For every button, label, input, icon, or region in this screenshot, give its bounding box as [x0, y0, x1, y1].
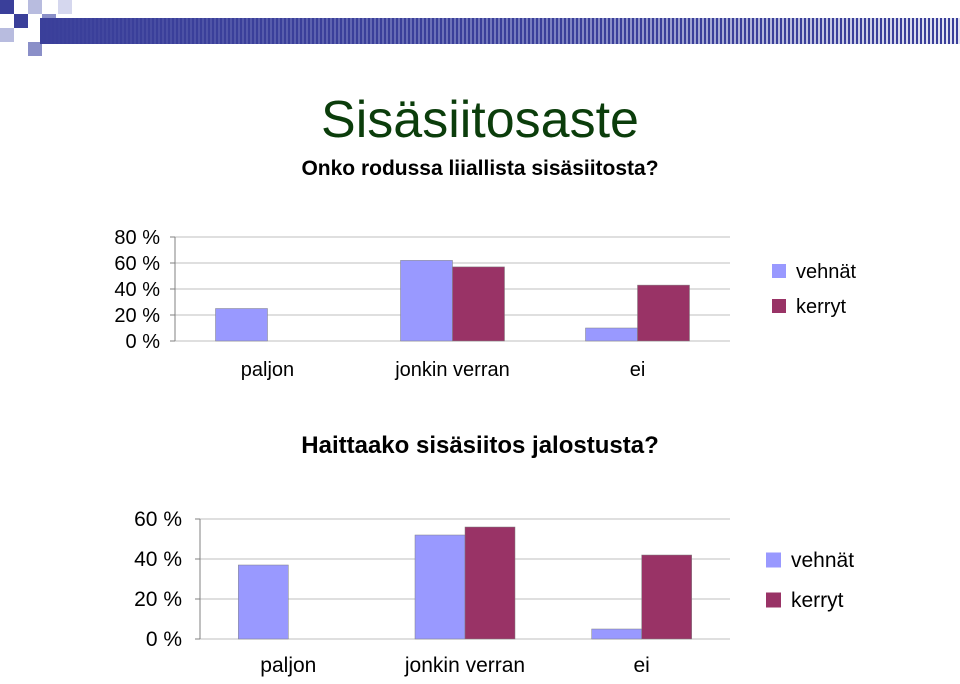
- bar-vehnät: [215, 308, 268, 342]
- header-bar: [40, 18, 960, 44]
- legend-label: kerryt: [791, 589, 844, 612]
- y-tick-label: 0 %: [146, 628, 182, 651]
- y-tick-label: 20 %: [114, 305, 160, 327]
- chart-1-title: Onko rodussa liiallista sisäsiitosta?: [301, 157, 659, 180]
- x-category-label: ei: [630, 359, 646, 381]
- bar-vehnät: [414, 534, 466, 640]
- x-category-label: ei: [633, 654, 649, 677]
- x-category-label: paljon: [260, 654, 316, 677]
- chart-2-title: Haittaako sisäsiitos jalostusta?: [301, 432, 659, 459]
- bar-vehnät: [591, 628, 642, 640]
- x-category-label: jonkin verran: [394, 359, 510, 381]
- bar-kerryt: [464, 526, 516, 640]
- legend-label: kerryt: [796, 296, 846, 318]
- y-tick-label: 60 %: [114, 253, 160, 275]
- bar-vehnät: [238, 564, 289, 640]
- legend-swatch: [766, 592, 781, 608]
- bar-kerryt: [452, 266, 505, 342]
- bar-kerryt: [637, 284, 690, 342]
- y-tick-label: 20 %: [134, 588, 182, 611]
- legend-swatch: [766, 552, 781, 568]
- legend-swatch: [772, 264, 786, 278]
- y-tick-label: 40 %: [134, 548, 182, 571]
- y-tick-label: 80 %: [114, 227, 160, 249]
- legend-label: vehnät: [796, 261, 856, 283]
- bar-vehnät: [400, 260, 453, 342]
- legend-swatch: [772, 299, 786, 313]
- legend-label: vehnät: [791, 549, 854, 572]
- y-tick-label: 60 %: [134, 508, 182, 531]
- y-tick-label: 40 %: [114, 279, 160, 301]
- corner-squares: [0, 0, 80, 60]
- x-category-label: jonkin verran: [404, 654, 525, 677]
- x-category-label: paljon: [241, 359, 294, 381]
- slide-title: Sisäsiitosaste: [321, 91, 639, 149]
- bar-kerryt: [641, 554, 692, 640]
- y-tick-label: 0 %: [126, 331, 161, 353]
